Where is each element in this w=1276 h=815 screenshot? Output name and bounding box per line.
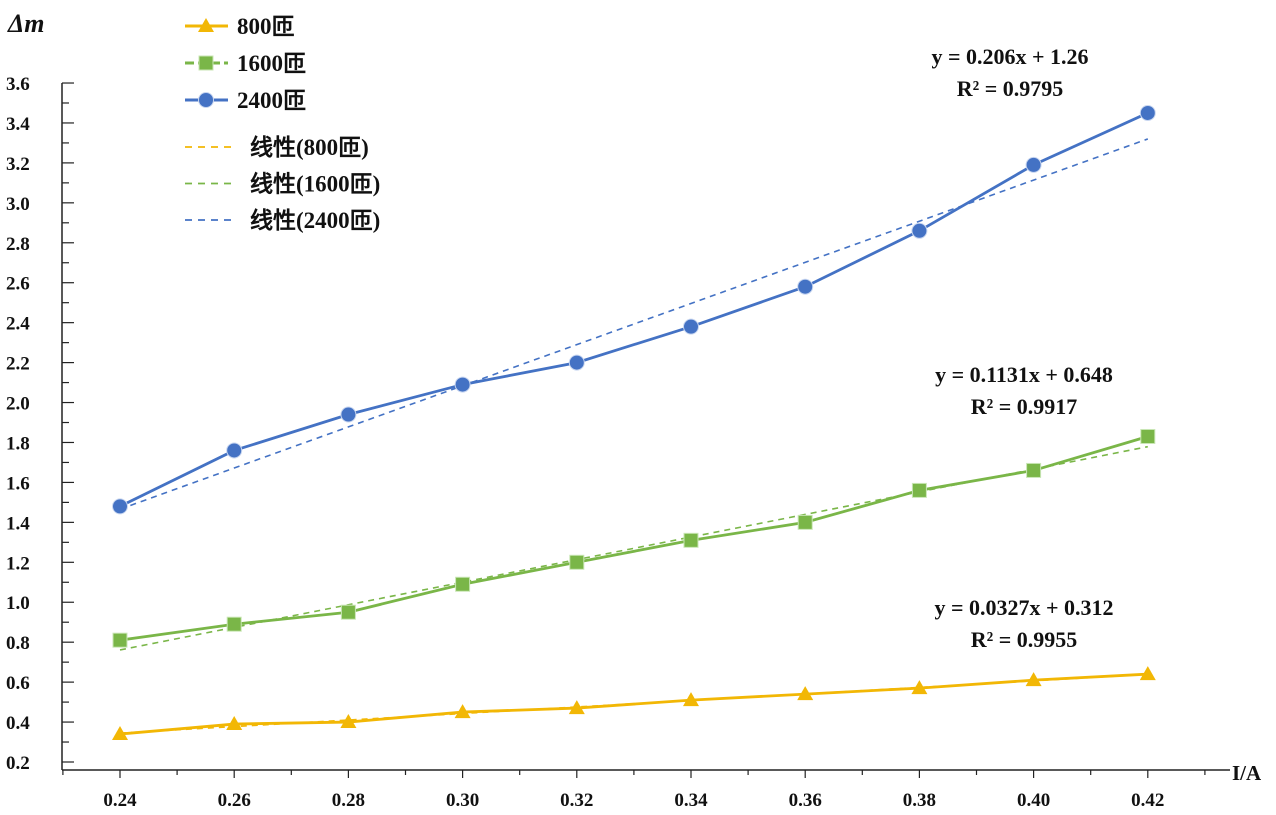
trendline-equation: y = 0.206x + 1.26 (931, 44, 1088, 69)
legend-entry: 2400匝 (237, 88, 306, 113)
legend-entry-trend: 线性(1600匝) (250, 171, 380, 197)
data-point (112, 498, 128, 515)
y-tick-label: 2.2 (6, 354, 30, 375)
x-tick-label: 0.28 (332, 790, 365, 810)
data-point (797, 514, 813, 530)
y-tick-label: 3.2 (6, 154, 30, 175)
y-tick-label: 2.4 (6, 314, 30, 335)
x-tick-label: 0.42 (1131, 790, 1164, 810)
series-line-square (119, 435, 1149, 642)
data-point (340, 604, 356, 620)
y-tick-label: 2.0 (6, 394, 30, 415)
x-tick-label: 0.38 (903, 790, 936, 810)
x-tick-label: 0.24 (103, 790, 137, 810)
x-tick-label: 0.30 (446, 790, 479, 810)
series-line-circle (119, 111, 1149, 508)
data-point (797, 686, 814, 701)
data-point (683, 692, 699, 707)
y-tick-label: 0.2 (6, 753, 30, 774)
x-tick-label: 0.32 (560, 790, 593, 810)
trendline-equation: y = 0.0327x + 0.312 (934, 595, 1113, 620)
trendline-r2: R² = 0.9795 (957, 76, 1064, 101)
data-point (683, 532, 699, 548)
data-point (1140, 428, 1156, 444)
y-tick-label: 0.4 (6, 713, 30, 734)
y-tick-label: 1.0 (6, 593, 30, 614)
y-tick-label: 3.4 (6, 114, 30, 135)
data-point (226, 442, 243, 459)
y-tick-label: 0.6 (6, 673, 30, 694)
y-tick-label: 3.0 (6, 194, 30, 215)
data-point (226, 616, 242, 632)
legend-marker-triangle-icon (198, 18, 214, 32)
data-point (911, 482, 927, 498)
y-tick-label: 2.6 (6, 274, 30, 295)
series-line-triangle (119, 672, 1148, 736)
x-tick-label: 0.36 (789, 790, 822, 810)
data-point (568, 354, 585, 371)
data-point (1139, 104, 1156, 121)
data-point (226, 716, 243, 731)
data-point (112, 632, 128, 648)
legend-entry: 1600匝 (237, 51, 306, 76)
data-point (1026, 462, 1042, 478)
y-tick-label: 1.4 (6, 513, 30, 534)
data-point (340, 406, 357, 423)
data-point (683, 318, 699, 335)
data-point (454, 704, 471, 719)
data-point (911, 222, 928, 239)
x-tick-label: 0.40 (1017, 790, 1050, 810)
trendline-r2: R² = 0.9955 (971, 627, 1078, 652)
trendline-r2: R² = 0.9917 (971, 394, 1078, 419)
data-point (1025, 672, 1042, 687)
y-axis-label: Δm (7, 9, 45, 38)
data-point (340, 714, 357, 729)
y-tick-label: 3.6 (6, 74, 30, 95)
data-point (797, 278, 814, 295)
data-point (455, 576, 471, 592)
data-point (568, 700, 585, 715)
legend-entry: 800匝 (237, 14, 295, 39)
data-point (1139, 666, 1156, 681)
trendline-equation: y = 0.1131x + 0.648 (935, 362, 1113, 387)
legend-marker-square-icon (198, 55, 214, 71)
y-tick-label: 2.8 (6, 234, 30, 255)
legend-entry-trend: 线性(800匝) (250, 134, 369, 160)
y-tick-label: 1.6 (6, 473, 30, 494)
data-point (569, 554, 585, 570)
x-tick-label: 0.26 (218, 790, 251, 810)
legend-entry-trend: 线性(2400匝) (250, 207, 380, 233)
data-point (1025, 156, 1042, 173)
y-tick-label: 1.2 (6, 553, 30, 574)
legend-marker-circle-icon (198, 92, 214, 108)
y-tick-label: 1.8 (6, 433, 30, 454)
x-tick-label: 0.34 (674, 790, 708, 810)
data-point (454, 376, 471, 393)
y-tick-label: 0.8 (6, 633, 30, 654)
x-axis-label: I/A (1232, 761, 1262, 785)
data-point (911, 680, 928, 695)
data-point (112, 726, 128, 741)
